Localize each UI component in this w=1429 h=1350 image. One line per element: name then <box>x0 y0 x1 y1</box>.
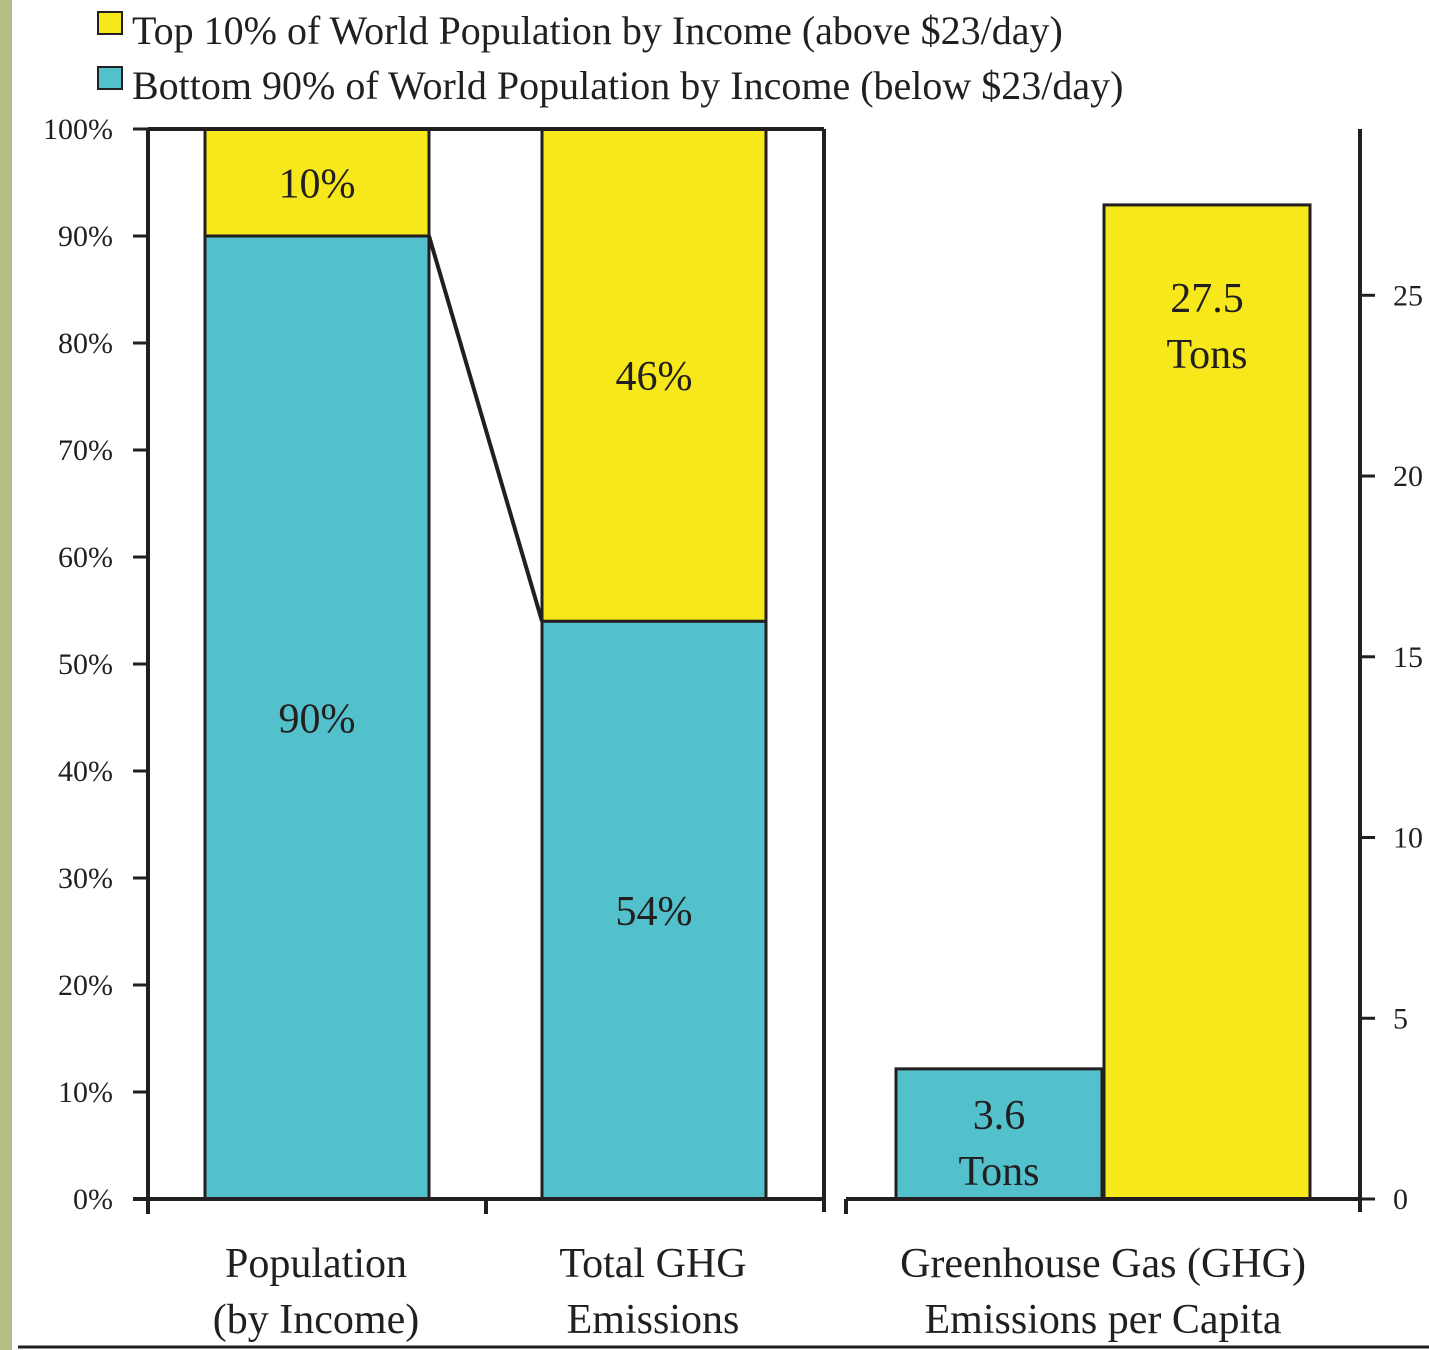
bar-bottom-segment <box>540 619 768 1201</box>
right-y-tick-label: 0 <box>1393 1183 1408 1216</box>
legend: Top 10% of World Population by Income (a… <box>97 8 1123 108</box>
left-y-tick-label: 30% <box>58 862 113 895</box>
bar-bottom-segment <box>203 234 431 1201</box>
category-label-total-ghg-2: Emissions <box>567 1297 740 1343</box>
bar-top-segment <box>540 127 768 623</box>
per-capita-value-label: 3.6 <box>973 1093 1026 1139</box>
bar-top-label: 46% <box>616 354 693 400</box>
right-y-tick-label: 20 <box>1393 460 1423 493</box>
legend-label-top: Top 10% of World Population by Income (a… <box>132 8 1063 53</box>
left-y-tick-label: 60% <box>58 541 113 574</box>
bar-top-label: 10% <box>279 162 356 208</box>
left-panel-bars: 90% 10% 54% 46% <box>203 127 768 1201</box>
left-y-tick-label: 70% <box>58 434 113 467</box>
legend-label-bottom: Bottom 90% of World Population by Income… <box>132 63 1123 108</box>
right-y-ticks: 0 5 10 15 20 25 <box>1360 279 1423 1216</box>
connector-line <box>427 235 544 622</box>
bar-top-segment <box>203 127 431 238</box>
left-y-tick-label: 0% <box>73 1183 113 1216</box>
right-y-tick-label: 25 <box>1393 279 1423 312</box>
per-capita-bar-bottom <box>894 1067 1104 1201</box>
left-y-tick-label: 80% <box>58 327 113 360</box>
right-panel-frame <box>844 129 1362 1214</box>
category-label-population-2: (by Income) <box>213 1297 419 1343</box>
left-y-tick-label: 50% <box>58 648 113 681</box>
legend-swatch-top <box>97 11 123 35</box>
per-capita-value-label: 27.5 <box>1170 276 1244 322</box>
per-capita-unit-label: Tons <box>1166 332 1247 378</box>
category-label-per-capita-1: Greenhouse Gas (GHG) <box>900 1241 1306 1287</box>
category-label-population-1: Population <box>225 1241 407 1287</box>
category-label-per-capita-2: Emissions per Capita <box>925 1297 1282 1343</box>
left-y-tick-label: 100% <box>43 113 113 146</box>
left-edge-strip <box>0 0 12 1350</box>
right-y-tick-label: 15 <box>1393 641 1423 674</box>
per-capita-unit-label: Tons <box>958 1149 1039 1195</box>
left-y-tick-label: 10% <box>58 1076 113 1109</box>
left-y-tick-label: 40% <box>58 755 113 788</box>
right-y-tick-label: 10 <box>1393 822 1423 855</box>
category-labels: Population (by Income) Total GHG Emissio… <box>213 1241 1306 1343</box>
right-panel-bars: 3.6 Tons 27.5 Tons <box>894 203 1312 1201</box>
bar-bottom-label: 90% <box>279 697 356 743</box>
category-label-total-ghg-1: Total GHG <box>559 1241 746 1287</box>
bar-bottom-label: 54% <box>616 889 693 935</box>
left-y-tick-label: 90% <box>58 220 113 253</box>
left-y-ticks: 0% 10% 20% 30% 40% 50% 60% 70% 80% 90% 100% <box>43 113 148 1216</box>
legend-swatch-bottom <box>97 66 123 90</box>
left-y-tick-label: 20% <box>58 969 113 1002</box>
per-capita-bar-top <box>1102 203 1312 1201</box>
right-y-tick-label: 5 <box>1393 1002 1408 1035</box>
